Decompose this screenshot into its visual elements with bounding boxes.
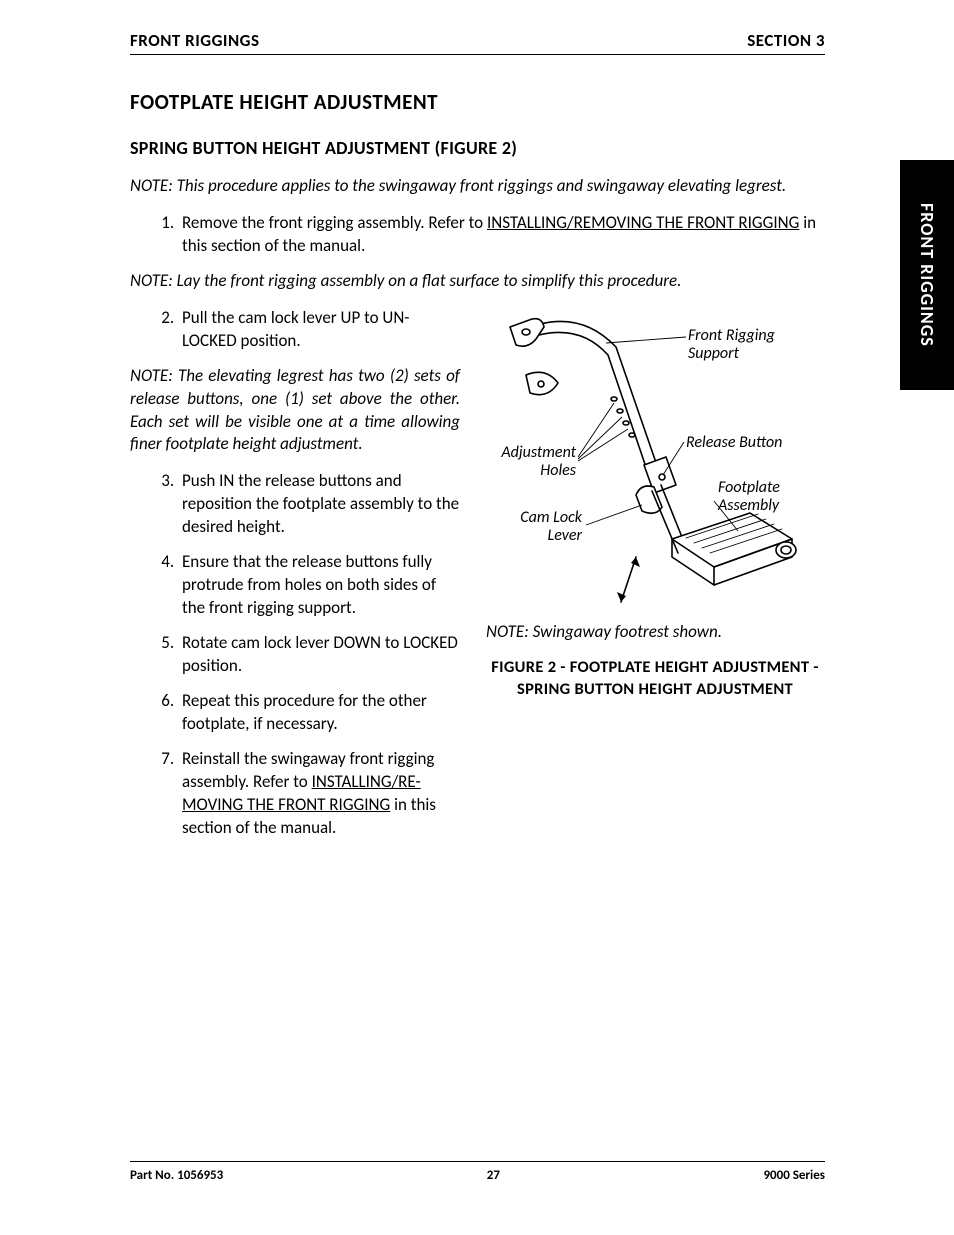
step-5: Rotate cam lock lever DOWN to LOCKED pos… <box>178 632 460 678</box>
step-3: Push IN the release buttons and repositi… <box>178 470 460 539</box>
header-left: FRONT RIGGINGS <box>130 30 260 51</box>
step-1-link: INSTALLING/REMOVING THE FRONT RIGGING <box>487 212 799 233</box>
step-list-top: Remove the front rigging assembly. Refer… <box>130 212 825 258</box>
note-3: NOTE: The elevating legrest has two (2) … <box>130 365 460 457</box>
heading-1: FOOTPLATE HEIGHT ADJUSTMENT <box>130 89 825 115</box>
footer-right: 9000 Series <box>763 1168 825 1183</box>
figure-caption: FIGURE 2 - FOOTPLATE HEIGHT ADJUSTMENT -… <box>486 656 824 701</box>
page-content: FRONT RIGGINGS SECTION 3 FOOTPLATE HEIGH… <box>130 30 825 852</box>
step-list-3: Push IN the release buttons and repositi… <box>130 470 460 839</box>
left-column: Pull the cam lock lever UP to UN-LOCKED … <box>130 307 460 852</box>
side-tab-text: FRONT RIGGINGS <box>916 203 938 347</box>
footer-left: Part No. 1056953 <box>130 1168 223 1183</box>
note-1: NOTE: This procedure applies to the swin… <box>130 175 825 198</box>
two-column-region: Pull the cam lock lever UP to UN-LOCKED … <box>130 307 825 852</box>
header-right: SECTION 3 <box>747 30 825 51</box>
note-2: NOTE: Lay the front rigging assembly on … <box>130 270 825 293</box>
fig-label-adjustment-holes: Adjustment Holes <box>492 444 576 481</box>
heading-2: SPRING BUTTON HEIGHT ADJUSTMENT (FIGURE … <box>130 137 825 159</box>
step-1a: Remove the front rigging assembly. Refer… <box>182 212 487 233</box>
running-header: FRONT RIGGINGS SECTION 3 <box>130 30 825 55</box>
fig-label-footplate-assembly: Footplate Assembly <box>718 479 824 516</box>
step-2: Pull the cam lock lever UP to UN-LOCKED … <box>178 307 460 353</box>
running-footer: Part No. 1056953 27 9000 Series <box>130 1161 825 1183</box>
step-7: Reinstall the swingaway front rigging as… <box>178 748 460 840</box>
figure-note: NOTE: Swingaway footrest shown. <box>486 621 824 642</box>
fig-label-release-button: Release Button <box>686 434 782 452</box>
fig-label-cam-lock-lever: Cam Lock Lever <box>508 509 582 546</box>
fig-label-front-rigging-support: Front Rigging Support <box>688 327 824 364</box>
step-1: Remove the front rigging assembly. Refer… <box>178 212 825 258</box>
right-column: Front Rigging Support Release Button Foo… <box>486 307 824 852</box>
section-side-tab: FRONT RIGGINGS <box>900 160 954 390</box>
figure-2: Front Rigging Support Release Button Foo… <box>486 307 824 607</box>
step-6: Repeat this procedure for the other foot… <box>178 690 460 736</box>
step-4: Ensure that the release buttons fully pr… <box>178 551 460 620</box>
footer-center: 27 <box>487 1168 500 1183</box>
step-list-2: Pull the cam lock lever UP to UN-LOCKED … <box>130 307 460 353</box>
